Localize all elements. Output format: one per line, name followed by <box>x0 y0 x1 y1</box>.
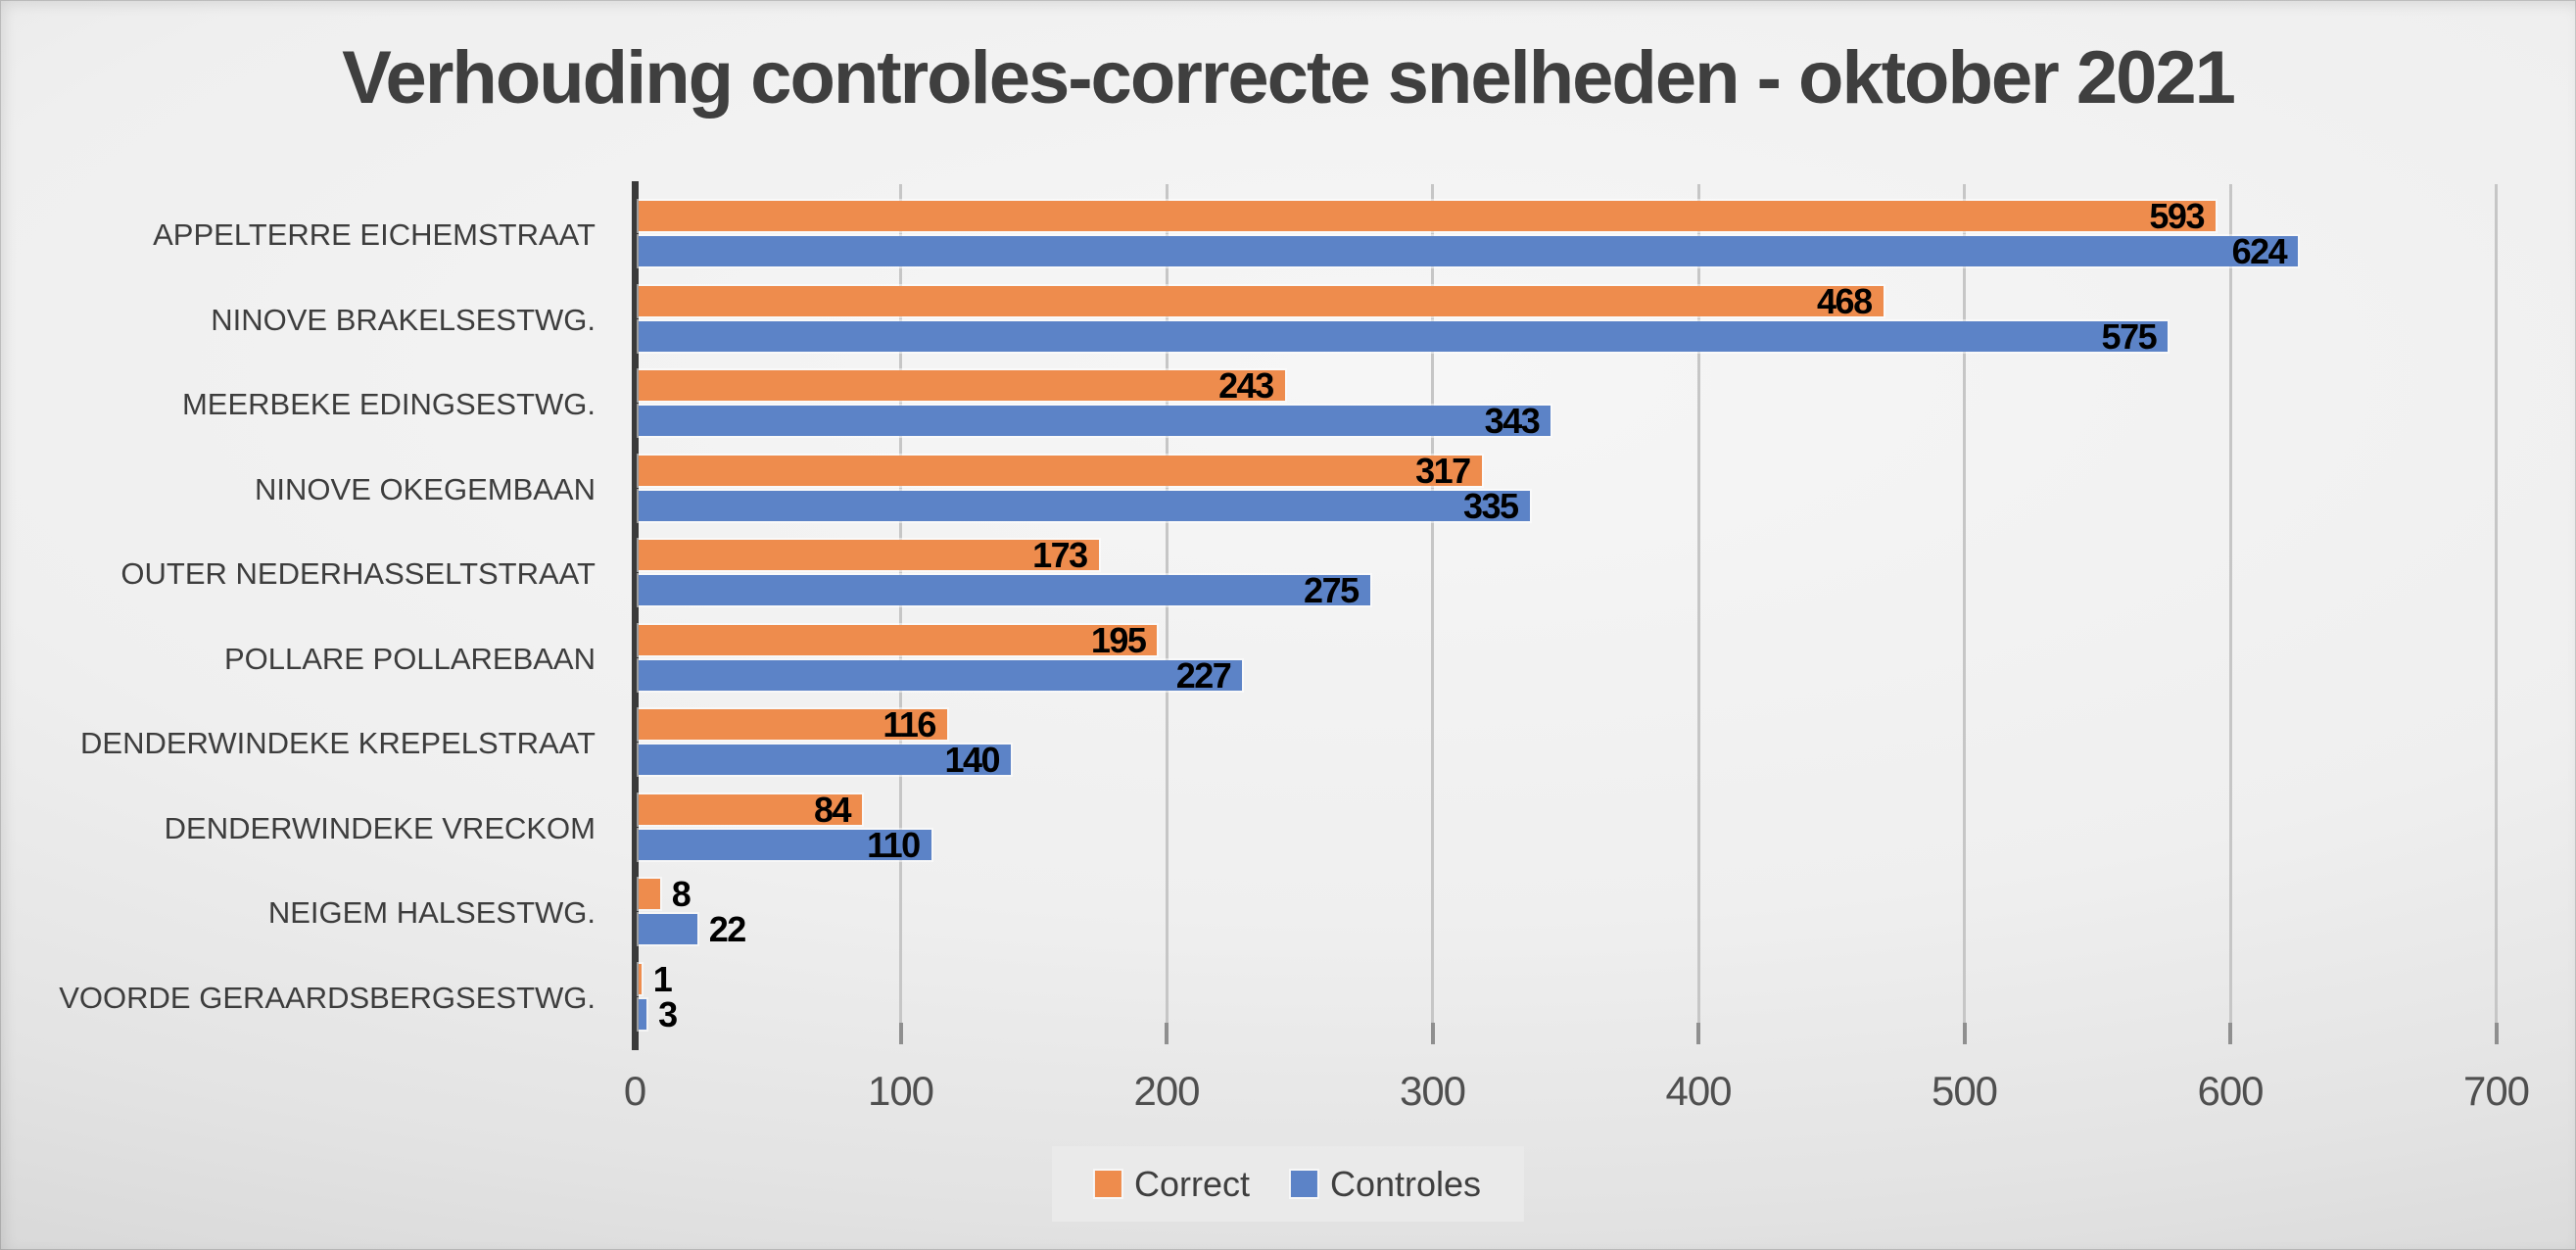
legend-label-correct: Correct <box>1133 1163 1250 1204</box>
tick-mark-200 <box>1165 1023 1169 1044</box>
category-label: POLLARE POLLAREBAAN <box>223 641 596 676</box>
bar-value-label: 243 <box>1218 365 1274 406</box>
bar-correct: 84 <box>639 789 863 830</box>
chart-title: Verhouding controles-correcte snelheden … <box>342 36 2236 120</box>
tick-mark-700 <box>2494 1023 2499 1044</box>
gridline-100 <box>899 184 902 1041</box>
bar-value-label: 173 <box>1032 535 1088 575</box>
bar-value-label: 624 <box>2231 231 2288 271</box>
bar-correct: 593 <box>639 196 2216 236</box>
bar-value-label: 140 <box>944 740 1001 780</box>
correct-swatch <box>1094 1171 1121 1197</box>
bar-correct <box>639 963 642 994</box>
bar-value-label: 575 <box>2101 315 2158 357</box>
bar-controles: 110 <box>639 824 931 865</box>
tick-mark-100 <box>898 1023 903 1044</box>
controles-swatch <box>1290 1171 1317 1197</box>
bar-correct: 116 <box>639 704 947 745</box>
gridline-200 <box>1165 184 1169 1041</box>
gridline-400 <box>1696 184 1700 1041</box>
bar-value-label: 116 <box>883 704 936 745</box>
tick-mark-300 <box>1430 1023 1435 1044</box>
tick-mark-500 <box>1962 1023 1967 1044</box>
category-row: POLLARE POLLAREBAAN 195 227 <box>0 617 2576 702</box>
bar-value-label: 22 <box>708 909 747 949</box>
bar-value-label: 195 <box>1090 619 1147 660</box>
bar-correct: 317 <box>639 450 1482 491</box>
bar-value-label: 593 <box>2149 196 2205 236</box>
x-tick-label-0: 0 <box>623 1068 646 1114</box>
category-label: NINOVE OKEGEMBAAN <box>255 471 596 506</box>
bar-value-label: 8 <box>671 874 692 914</box>
bar-value-label: 1 <box>652 958 673 999</box>
x-tick-label-600: 600 <box>2197 1068 2264 1114</box>
category-row: DENDERWINDEKE KREPELSTRAAT 116 140 <box>0 701 2576 787</box>
category-label: VOORDE GERAARDSBERGSESTWG. <box>59 980 596 1015</box>
x-tick-label-700: 700 <box>2462 1068 2530 1114</box>
category-row: VOORDE GERAARDSBERGSESTWG. 1 3 <box>0 956 2576 1041</box>
x-tick-label-400: 400 <box>1665 1068 1732 1114</box>
category-label: MEERBEKE EDINGSESTWG. <box>181 387 596 421</box>
legend-label-controles: Controles <box>1329 1163 1482 1204</box>
bar-value-label: 343 <box>1484 401 1541 441</box>
category-label: APPELTERRE EICHEMSTRAAT <box>153 217 596 252</box>
bar-controles: 140 <box>639 740 1012 780</box>
category-row: OUTER NEDERHASSELTSTRAAT 173 275 <box>0 532 2576 617</box>
category-label: DENDERWINDEKE VRECKOM <box>164 810 596 845</box>
category-row: NINOVE BRAKELSESTWG. 468 575 <box>0 278 2576 363</box>
legend-item-controles: Controles <box>1290 1163 1482 1205</box>
category-label: OUTER NEDERHASSELTSTRAAT <box>120 556 596 591</box>
bar-value-label: 84 <box>814 789 852 830</box>
bar-value-label: 335 <box>1462 485 1519 526</box>
category-label: DENDERWINDEKE KREPELSTRAAT <box>80 726 596 760</box>
category-label: NEIGEM HALSESTWG. <box>267 895 596 930</box>
bar-controles: 343 <box>639 401 1551 441</box>
category-row: DENDERWINDEKE VRECKOM 84 110 <box>0 787 2576 872</box>
bar-correct: 468 <box>639 280 1884 321</box>
bar-correct: 195 <box>639 619 1158 660</box>
bar-value-label: 275 <box>1304 570 1360 610</box>
x-tick-label-100: 100 <box>867 1068 934 1114</box>
bar-controles: 624 <box>639 231 2299 271</box>
bar-controles: 227 <box>639 654 1243 696</box>
legend-item-correct: Correct <box>1094 1163 1250 1205</box>
x-tick-label-200: 200 <box>1133 1068 1200 1114</box>
bar-controles: 275 <box>639 570 1370 610</box>
gridline-600 <box>2228 184 2232 1041</box>
category-row: MEERBEKE EDINGSESTWG. 243 343 <box>0 362 2576 448</box>
gridline-700 <box>2495 184 2498 1041</box>
bar-value-label: 3 <box>658 993 678 1034</box>
bar-correct <box>639 879 660 909</box>
bar-correct: 243 <box>639 365 1285 406</box>
category-label: NINOVE BRAKELSESTWG. <box>211 302 596 337</box>
tick-mark-400 <box>1696 1023 1700 1044</box>
bar-value-label: 468 <box>1817 280 1873 321</box>
y-axis-line <box>632 181 639 1050</box>
gridline-500 <box>1963 184 1966 1041</box>
bar-value-label: 227 <box>1175 654 1232 696</box>
category-row: NINOVE OKEGEMBAAN 317 335 <box>0 448 2576 533</box>
bar-controles <box>639 998 647 1030</box>
bar-value-label: 317 <box>1415 450 1471 491</box>
bar-controles: 335 <box>639 485 1530 526</box>
bar-value-label: 110 <box>867 824 921 865</box>
tick-mark-600 <box>2228 1023 2232 1044</box>
x-tick-label-500: 500 <box>1931 1068 1998 1114</box>
bar-controles <box>639 914 697 944</box>
bar-correct: 173 <box>639 535 1099 575</box>
x-tick-label-300: 300 <box>1399 1068 1466 1114</box>
category-row: APPELTERRE EICHEMSTRAAT 593 624 <box>0 193 2576 278</box>
category-row: NEIGEM HALSESTWG. 8 22 <box>0 871 2576 956</box>
bar-controles: 575 <box>639 315 2169 357</box>
gridline-300 <box>1431 184 1434 1041</box>
legend: Correct Controles <box>1051 1146 1525 1222</box>
